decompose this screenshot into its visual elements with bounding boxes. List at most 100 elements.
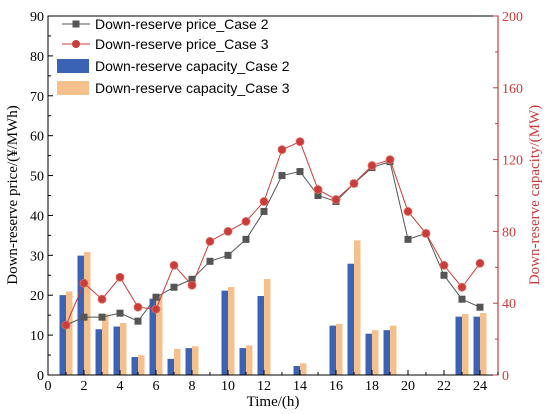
point-case3-h10 <box>223 226 233 236</box>
left-tick-label: 50 <box>30 170 44 185</box>
left-axis-title: Down-reserve price/(¥/MWh) <box>5 105 21 285</box>
point-case3-h5 <box>133 302 143 312</box>
bar-case3-h6 <box>156 295 163 375</box>
bar-case3-h3 <box>102 313 109 375</box>
point-case3-h15 <box>313 185 323 194</box>
left-tick-label: 90 <box>30 10 44 25</box>
bar-case3-h12 <box>264 278 271 375</box>
right-tick-label: 160 <box>502 82 523 97</box>
x-tick-label: 10 <box>221 379 235 394</box>
right-tick-label: 200 <box>502 10 523 25</box>
legend-circle-marker <box>72 40 80 48</box>
bar-case2-h10 <box>221 290 228 375</box>
bar-case3-h24 <box>480 313 487 375</box>
bar-case2-h16 <box>329 325 336 375</box>
bar-case2-h7 <box>167 358 174 375</box>
point-case3-h3 <box>97 294 107 304</box>
bar-case2-h8 <box>185 348 192 375</box>
legend-label: Down-reserve capacity_Case 3 <box>95 80 290 96</box>
point-case3-h7 <box>169 260 179 270</box>
point-case2-h11 <box>242 235 250 243</box>
bar-case2-h11 <box>239 348 246 375</box>
x-tick-label: 22 <box>437 379 451 394</box>
x-tick-label: 20 <box>401 379 415 394</box>
point-case3-h2 <box>79 278 89 288</box>
point-case2-h14 <box>296 168 304 176</box>
point-case3-h13 <box>277 145 287 155</box>
right-axis-title: Down-reserve capacity/(MW) <box>527 105 543 285</box>
right-y-axis: 0 40 80 120 160 200 <box>493 10 523 384</box>
left-tick-label: 40 <box>30 209 44 224</box>
legend-label: Down-reserve price_Case 3 <box>95 36 269 52</box>
bar-case3-h1 <box>66 291 73 375</box>
point-case2-h12 <box>260 207 268 215</box>
bar-case2-h19 <box>383 330 390 375</box>
legend-bar-swatch <box>57 59 89 73</box>
bar-case3-h5 <box>138 355 145 375</box>
left-tick-label: 20 <box>30 289 44 304</box>
left-tick-label: 30 <box>30 249 44 264</box>
point-case2-h8 <box>188 275 196 283</box>
point-case2-h22 <box>440 271 448 279</box>
x-tick-label: 4 <box>117 379 124 394</box>
x-tick-label: 18 <box>365 379 379 394</box>
line-case2 <box>65 160 481 326</box>
lines-layer <box>61 137 485 330</box>
bar-case2-h14 <box>293 366 300 375</box>
bar-case3-h23 <box>462 313 469 375</box>
x-axis-title: Time/(h) <box>247 394 300 410</box>
line-case3 <box>65 140 481 326</box>
bar-case2-h6 <box>149 298 156 375</box>
point-case2-h3 <box>98 313 106 321</box>
point-case2-h7 <box>170 283 178 291</box>
x-tick-label: 0 <box>45 379 52 394</box>
point-case3-h20 <box>403 207 413 216</box>
point-case3-h19 <box>385 155 395 165</box>
bar-case2-h3 <box>95 329 102 375</box>
left-tick-label: 60 <box>30 130 44 145</box>
right-tick-label: 40 <box>502 297 516 312</box>
point-case2-h13 <box>278 172 286 180</box>
point-case2-h4 <box>116 309 124 317</box>
point-case3-h16 <box>331 195 341 204</box>
bar-case2-h12 <box>257 296 264 375</box>
point-case2-h20 <box>404 235 412 243</box>
x-tick-label: 12 <box>257 379 271 394</box>
point-case3-h17 <box>349 179 359 188</box>
bar-case3-h17 <box>354 240 361 375</box>
legend-square-marker <box>72 20 80 28</box>
bar-case2-h1 <box>59 295 66 375</box>
point-case3-h12 <box>259 197 269 206</box>
point-case3-h6 <box>151 304 161 314</box>
bar-case3-h7 <box>174 348 181 375</box>
point-case2-h9 <box>206 257 214 265</box>
x-tick-label: 2 <box>81 379 88 394</box>
bar-case3-h16 <box>336 323 343 375</box>
bar-case3-h4 <box>120 322 127 375</box>
left-y-axis: 0 10 20 30 40 50 60 70 80 90 <box>30 10 53 384</box>
legend: Down-reserve price_Case 2 Down-reserve pr… <box>57 16 290 96</box>
bar-case2-h5 <box>131 357 138 375</box>
x-axis: 0 2 4 6 8 10 12 14 16 18 20 22 24 <box>45 370 499 394</box>
point-case3-h4 <box>115 272 125 282</box>
legend-bar-swatch <box>57 81 89 95</box>
left-tick-label: 70 <box>30 90 44 105</box>
point-case2-h24 <box>476 303 484 311</box>
legend-label: Down-reserve price_Case 2 <box>95 16 269 32</box>
point-case2-h10 <box>224 251 232 259</box>
point-case3-h11 <box>241 217 251 226</box>
bar-case3-h8 <box>192 346 199 375</box>
bar-case2-h23 <box>455 316 462 375</box>
right-tick-label: 80 <box>502 225 516 240</box>
bar-case2-h24 <box>473 316 480 375</box>
bar-case3-h19 <box>390 325 397 375</box>
point-case2-h5 <box>134 317 142 325</box>
bar-case3-h14 <box>300 363 307 375</box>
bar-case3-h10 <box>228 287 235 375</box>
x-tick-label: 6 <box>153 379 160 394</box>
point-case3-h8 <box>187 280 197 290</box>
right-tick-label: 0 <box>502 369 509 384</box>
bar-case3-h11 <box>246 345 253 375</box>
point-case3-h1 <box>61 320 71 330</box>
